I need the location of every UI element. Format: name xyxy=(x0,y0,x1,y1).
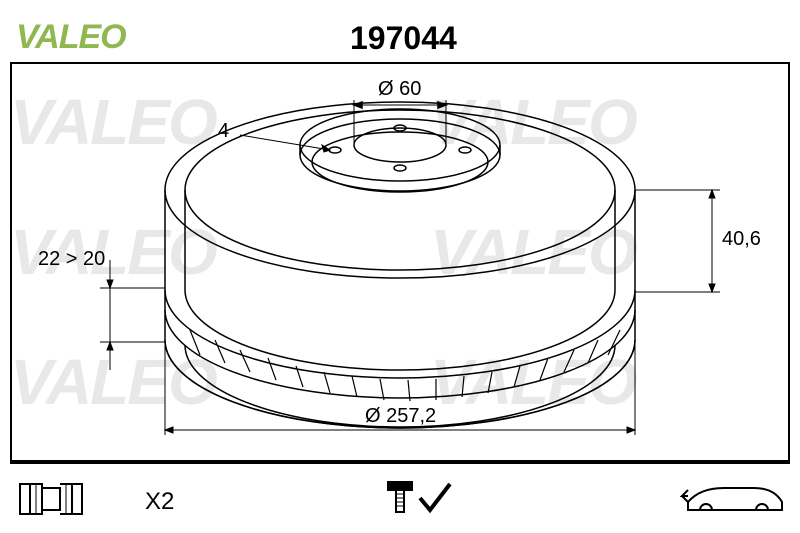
height-label: 40,6 xyxy=(722,228,761,251)
center-bore-label: Ø 60 xyxy=(378,78,421,101)
screw-check-icon xyxy=(380,478,460,522)
car-front-icon xyxy=(680,478,790,522)
bolt-count-label: 4 xyxy=(218,120,229,143)
quantity-label: X2 xyxy=(145,488,174,516)
outer-diameter-label: Ø 257,2 xyxy=(365,405,436,428)
brake-pad-icon xyxy=(16,478,86,522)
footer-divider xyxy=(10,462,790,464)
thickness-label: 22 > 20 xyxy=(38,248,105,271)
